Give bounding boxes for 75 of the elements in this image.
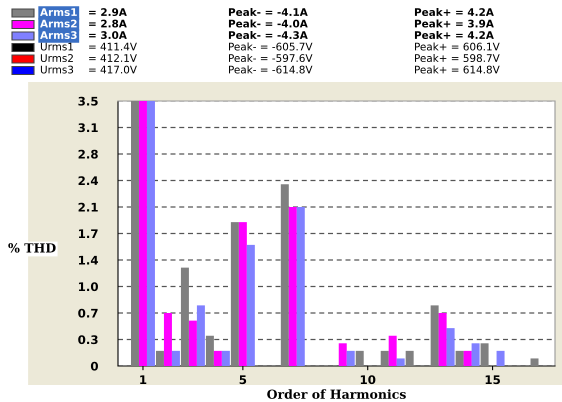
text: Peak- = -4.0A (228, 19, 308, 28)
bar (456, 350, 464, 366)
bar (130, 101, 139, 366)
bar (222, 350, 230, 366)
bar (230, 222, 239, 366)
text: Peak+ = 3.9A (414, 19, 494, 28)
text: = 417.0V (89, 66, 137, 74)
text: Peak- = -605.7V (229, 42, 312, 51)
x-tick-label: 10 (360, 375, 376, 384)
bar (288, 207, 297, 366)
bar (464, 350, 472, 366)
text: Peak+ = 4.2A (414, 30, 494, 40)
bar (496, 350, 505, 366)
bar (188, 320, 197, 366)
bar (406, 350, 414, 366)
text: = 412.1V (89, 54, 137, 62)
y-tick-label: 2.1 (78, 202, 98, 212)
text: = 2.8A (89, 20, 127, 28)
legend-label: Urms2 (40, 54, 73, 62)
bar (246, 244, 255, 366)
x-tick-label: 1 (140, 375, 146, 384)
text: Peak+ = 606.1V (415, 42, 500, 51)
bar (296, 207, 305, 366)
text: = 3.0A (89, 31, 127, 40)
bar (396, 358, 405, 366)
bar (380, 350, 389, 366)
text: = 411.4V (89, 42, 137, 50)
bar (338, 343, 347, 366)
bar (214, 350, 222, 366)
y-tick-label: 0.3 (78, 335, 98, 344)
text: Peak+ = 4.2A (414, 8, 494, 16)
x-tick-label: 15 (486, 375, 500, 384)
bar (138, 101, 147, 366)
bar (196, 305, 205, 366)
text: = 2.9A (89, 8, 127, 16)
bar (164, 313, 172, 366)
legend-label: Arms2 (40, 20, 77, 28)
y-tick-label: 0 (90, 362, 98, 371)
y-tick-label: 2.4 (78, 176, 98, 185)
bar (346, 350, 355, 366)
legend-label: Urms3 (40, 66, 74, 74)
text: Peak- = -597.6V (229, 54, 312, 62)
y-tick-label: 1.4 (78, 256, 98, 264)
legend-label: Arms1 (40, 8, 77, 16)
text: Peak- = -614.8V (229, 65, 312, 74)
y-tick-label: 3.1 (78, 123, 98, 132)
bar (206, 336, 214, 366)
bar (438, 313, 447, 366)
bar (356, 350, 364, 366)
bar (156, 350, 164, 366)
bar (180, 268, 189, 366)
bar (530, 358, 539, 366)
x-tick-label: 5 (240, 375, 246, 384)
bar (480, 343, 489, 366)
y-tick-label: 1.0 (78, 282, 98, 292)
y-tick-label: 2.8 (78, 150, 98, 159)
text: Peak+ = 614.8V (415, 65, 500, 74)
text: Peak- = -4.1A (228, 8, 308, 16)
legend-label: Arms3 (40, 31, 77, 40)
bar (280, 184, 289, 366)
y-axis-title: % THD (8, 243, 56, 253)
bar (146, 101, 155, 366)
text: Peak+ = 598.7V (415, 54, 500, 62)
y-tick-label: 1.7 (78, 229, 98, 238)
bar (446, 328, 455, 366)
text: Peak- = -4.3A (228, 30, 308, 40)
bar (430, 305, 439, 366)
bar (238, 222, 247, 366)
legend-label: Urms1 (40, 42, 73, 51)
x-axis-title: Order of Harmonics (267, 389, 406, 399)
bar (172, 350, 180, 366)
bar (472, 343, 480, 366)
bar (388, 336, 397, 366)
y-tick-label: 0.7 (78, 308, 98, 318)
y-tick-label: 3.5 (78, 96, 98, 106)
